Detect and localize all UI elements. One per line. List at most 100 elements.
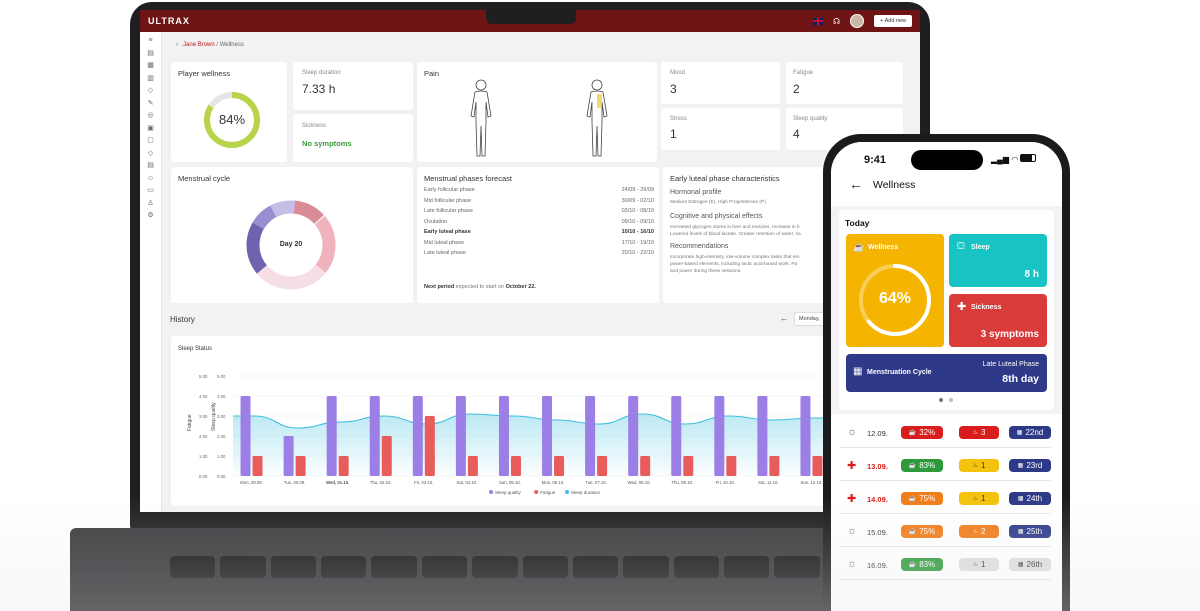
keyboard-key bbox=[774, 556, 820, 578]
back-arrow-icon[interactable]: ← bbox=[849, 176, 863, 192]
menstruation-tile[interactable]: ▦ Menstruation Cycle Late Luteal Phase 8… bbox=[846, 354, 1047, 392]
stress-label: Stress bbox=[670, 116, 688, 122]
sidebar-calendar-icon[interactable]: ▦ bbox=[147, 62, 154, 69]
x-tick-label: Mon, 06.10. bbox=[542, 480, 565, 485]
x-tick-label: Sat, 11.10. bbox=[758, 480, 778, 485]
pill-icon: ♨ bbox=[972, 529, 978, 535]
history-date: 14.09. bbox=[867, 495, 888, 504]
fatigue-label: Fatigue bbox=[793, 70, 814, 76]
history-cycle-pill: ▦ 25th bbox=[1009, 525, 1051, 538]
breadcrumb-current: Wellness bbox=[219, 42, 244, 48]
y-axis-label-left: Fatigue bbox=[187, 414, 193, 431]
bar-sleep-quality bbox=[283, 436, 294, 476]
sidebar-file-icon[interactable]: ▢ bbox=[147, 137, 154, 144]
pill-icon: ☕ bbox=[908, 463, 917, 469]
app-logo[interactable]: ULTRAX bbox=[148, 16, 190, 26]
add-new-button[interactable]: + Add new bbox=[874, 15, 912, 27]
sidebar-clipboard-icon[interactable]: ▣ bbox=[147, 124, 154, 132]
sidebar-diamond-icon[interactable]: ◇ bbox=[147, 87, 154, 94]
pager-dot-active[interactable] bbox=[939, 398, 943, 402]
sickness-value: No symptoms bbox=[302, 139, 352, 148]
mood-label: Mood bbox=[670, 70, 686, 76]
wellness-tile[interactable]: ☕ Wellness 64% bbox=[846, 234, 944, 347]
sleep-duration-label: Sleep duration bbox=[302, 70, 341, 76]
menstrual-cycle-title: Menstrual cycle bbox=[178, 174, 231, 183]
pill-value: 83% bbox=[919, 560, 936, 569]
sidebar-person-icon[interactable]: ♙ bbox=[147, 199, 154, 207]
pill-value: 83% bbox=[919, 461, 936, 470]
forecast-dates: 17/10 - 19/10 bbox=[621, 239, 654, 246]
history-row[interactable]: ✚ 14.09. ☕ 75% ♨ 1 ▦ 24th bbox=[839, 484, 1051, 514]
sleep-status-card: Sleep Status Fatigue Sleep quality 0.00 0.0… bbox=[171, 336, 920, 506]
sleep-duration-card: Sleep duration 7.33 h bbox=[293, 62, 413, 110]
bar-sleep-quality bbox=[412, 396, 423, 476]
keyboard-key bbox=[321, 556, 367, 578]
support-icon[interactable]: ☊ bbox=[833, 16, 841, 26]
keyboard-key bbox=[673, 556, 719, 578]
sidebar-settings-icon[interactable]: ⚙ bbox=[147, 212, 154, 219]
forecast-dates: 30/09 - 02/10 bbox=[621, 197, 654, 204]
history-stress-pill: ♨ 1 bbox=[959, 459, 999, 472]
camera-notch bbox=[486, 10, 576, 24]
sidebar-chat-icon[interactable]: ▭ bbox=[147, 187, 154, 194]
history-row[interactable]: ✚ 13.09. ☕ 83% ♨ 1 ▦ 23rd bbox=[839, 451, 1051, 481]
pill-value: 75% bbox=[919, 527, 936, 536]
user-avatar[interactable] bbox=[850, 14, 865, 28]
forecast-row: Late follicular phase 03/10 - 08/10 bbox=[424, 208, 654, 219]
pill-value: 22nd bbox=[1025, 428, 1044, 437]
y-tick-left: 4.00 bbox=[199, 394, 208, 399]
history-row[interactable]: ☼ 16.09. ☕ 83% ♨ 1 ▦ 26th bbox=[839, 550, 1051, 580]
pill-value: 75% bbox=[919, 494, 936, 503]
sidebar-stats-icon[interactable]: ▥ bbox=[147, 74, 154, 82]
history-wellness-pill: ☕ 75% bbox=[901, 525, 943, 538]
sleep-tile[interactable]: ⛋ Sleep 8 h bbox=[949, 234, 1047, 287]
bar-fatigue bbox=[812, 456, 823, 476]
phone-history-list: ☼ 12.09. ☕ 32% ♨ 3 ▦ 22nd ✚ 13.09. ☕ 83% ♨ 1 ▦ 23rd ✚ 14.… bbox=[831, 414, 1062, 611]
sidebar-tag-icon[interactable]: ◇ bbox=[147, 149, 154, 157]
next-period-label: Next period bbox=[424, 284, 455, 290]
y-tick-left: 1.00 bbox=[199, 454, 208, 459]
sun-icon: ☼ bbox=[847, 426, 858, 438]
phone-time: 9:41 bbox=[864, 154, 887, 166]
mood-card: Mood 3 bbox=[661, 62, 780, 104]
menu-icon[interactable]: ≡ bbox=[148, 37, 153, 44]
history-prev-arrow-icon[interactable]: ← bbox=[780, 314, 788, 323]
pill-icon: ▦ bbox=[1017, 496, 1024, 502]
player-wellness-value: 84% bbox=[218, 112, 246, 127]
y-tick-right: 4.00 bbox=[217, 394, 226, 399]
legend-label: Sleep quality bbox=[495, 490, 522, 495]
bar-sleep-quality bbox=[240, 396, 251, 476]
bar-fatigue bbox=[597, 456, 608, 476]
history-row[interactable]: ☼ 12.09. ☕ 32% ♨ 3 ▦ 22nd bbox=[839, 418, 1051, 448]
bar-sleep-quality bbox=[369, 396, 380, 476]
sun-icon: ☼ bbox=[847, 525, 858, 537]
history-date: 15.09. bbox=[867, 528, 888, 537]
breadcrumb-separator: / bbox=[216, 42, 219, 48]
y-tick-right: 5.00 bbox=[217, 374, 226, 379]
forecast-phase: Late luteal phase bbox=[424, 250, 466, 256]
sidebar-target-icon[interactable]: ◎ bbox=[147, 112, 154, 119]
keyboard bbox=[170, 556, 870, 611]
back-chevron-icon[interactable]: ‹ bbox=[176, 42, 178, 48]
bar-fatigue bbox=[510, 456, 521, 476]
cycle-day-label: Day 20 bbox=[279, 241, 303, 248]
sidebar-tools-icon[interactable]: ✎ bbox=[147, 99, 154, 107]
sidebar-book-icon[interactable]: ▤ bbox=[147, 162, 154, 169]
forecast-phase: Ovulation bbox=[424, 218, 448, 225]
sidebar-dashboard-icon[interactable]: ▤ bbox=[147, 49, 154, 57]
sickness-tile[interactable]: ✚ Sickness 3 symptoms bbox=[949, 294, 1047, 347]
language-flag-icon[interactable] bbox=[813, 17, 824, 25]
pill-icon: ♨ bbox=[972, 562, 978, 568]
pill-icon: ☕ bbox=[908, 562, 917, 568]
hormonal-title: Hormonal profile bbox=[670, 189, 722, 196]
sidebar: ≡ ▤ ▦ ▥ ◇ ✎ ◎ ▣ ▢ ◇ ▤ ☺ ▭ ♙ ⚙ bbox=[140, 32, 162, 512]
pager-dot[interactable] bbox=[949, 398, 953, 402]
keyboard-key bbox=[170, 556, 216, 578]
breadcrumb-parent[interactable]: Jane Brown bbox=[183, 42, 215, 48]
history-title: History bbox=[170, 315, 195, 324]
history-row[interactable]: ☼ 15.09. ☕ 75% ♨ 2 ▦ 25th bbox=[839, 517, 1051, 547]
sickness-card: Sickness No symptoms bbox=[293, 114, 413, 162]
sidebar-users-icon[interactable]: ☺ bbox=[146, 174, 155, 182]
forecast-row: Late luteal phase 20/10 - 22/10 bbox=[424, 250, 654, 261]
history-cycle-pill: ▦ 26th bbox=[1009, 558, 1051, 571]
